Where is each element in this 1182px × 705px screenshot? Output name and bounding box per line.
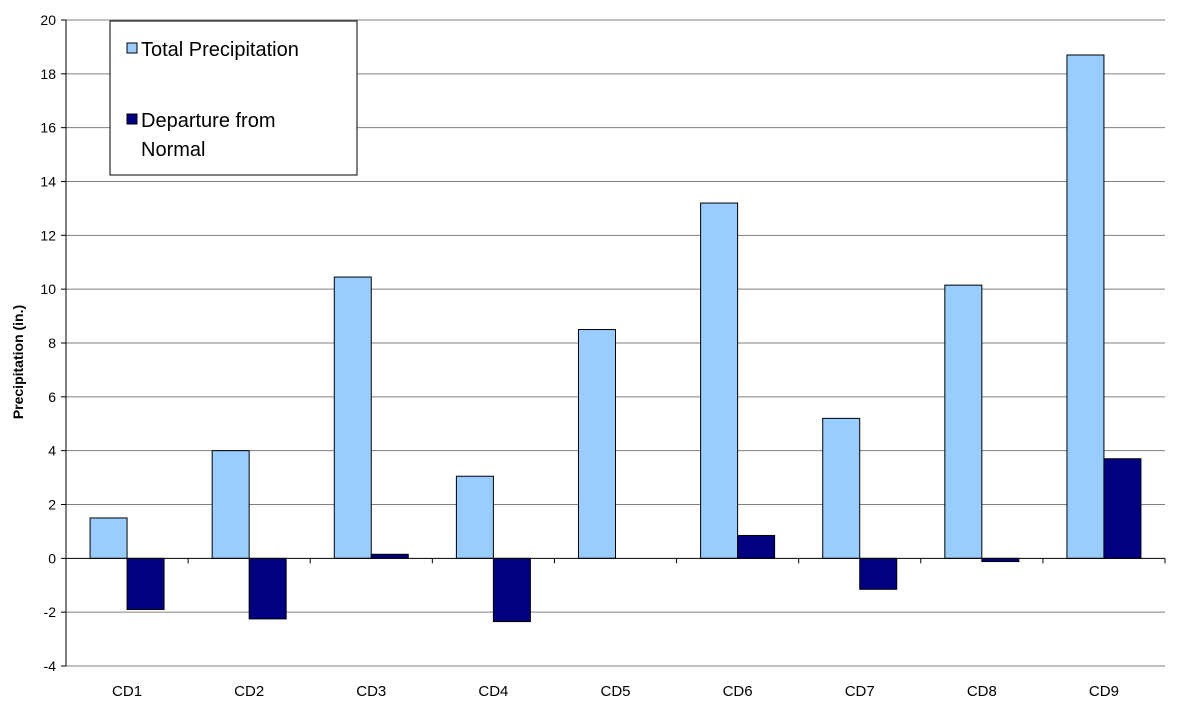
x-category-label: CD1: [112, 683, 142, 700]
legend-label-total: Total Precipitation: [141, 39, 299, 61]
x-category-label: CD3: [356, 683, 386, 700]
y-tick-label: 18: [40, 66, 56, 82]
y-tick-label: 6: [48, 389, 56, 405]
y-tick-label: 16: [40, 120, 56, 136]
y-tick-label: 20: [40, 12, 56, 28]
bar-departure-from-normal: [370, 553, 409, 559]
bar-departure-from-normal: [248, 557, 287, 620]
y-tick-label: -2: [44, 604, 57, 620]
y-tick-label: 0: [48, 550, 56, 566]
x-category-label: CD8: [967, 683, 997, 700]
legend-label-departure-line1: Departure from: [141, 110, 276, 132]
bar-total-precipitation: [455, 475, 494, 559]
bar-total-precipitation: [578, 329, 616, 559]
tick-labels: -4 -2 0 2 4 6 8 10 12 14 16 18 20: [40, 12, 66, 674]
x-category-label: CD6: [723, 683, 753, 700]
bar-departure-from-normal: [126, 557, 165, 610]
bar-departure-from-normal: [737, 534, 776, 559]
y-tick-label: 10: [40, 281, 56, 297]
x-category-label: CD7: [845, 683, 875, 700]
y-tick-label: 12: [40, 227, 56, 243]
legend-swatch-departure: [126, 113, 138, 125]
x-category-label: CD2: [234, 683, 264, 700]
legend: Total Precipitation Departure from Norma…: [109, 20, 358, 176]
y-tick-label: 2: [48, 497, 56, 513]
bar-total-precipitation: [89, 517, 128, 559]
bar-departure-from-normal: [492, 557, 531, 623]
x-category-label: CD4: [478, 683, 508, 700]
y-tick-label: -4: [44, 658, 57, 674]
bar-total-precipitation: [211, 450, 250, 559]
bar-departure-from-normal: [1103, 458, 1142, 559]
y-axis-title: Precipitation (in.): [10, 305, 26, 419]
bar-total-precipitation: [944, 284, 983, 559]
bar-total-precipitation: [822, 417, 861, 559]
bar-total-precipitation: [1066, 54, 1105, 559]
x-category-label: CD5: [600, 683, 630, 700]
legend-label-departure-line2: Normal: [141, 139, 205, 161]
category-labels: CD1 CD2 CD3 CD4 CD5 CD6 CD7 CD8 CD9: [112, 558, 1166, 700]
y-tick-label: 4: [48, 443, 56, 459]
y-tick-label: 14: [40, 174, 56, 190]
bar-total-precipitation: [333, 276, 372, 559]
bar-departure-from-normal: [859, 557, 898, 590]
bar-total-precipitation: [700, 202, 739, 559]
x-category-label: CD9: [1089, 683, 1119, 700]
y-tick-label: 8: [48, 335, 56, 351]
legend-box: [109, 20, 358, 176]
legend-swatch-total: [126, 42, 138, 54]
